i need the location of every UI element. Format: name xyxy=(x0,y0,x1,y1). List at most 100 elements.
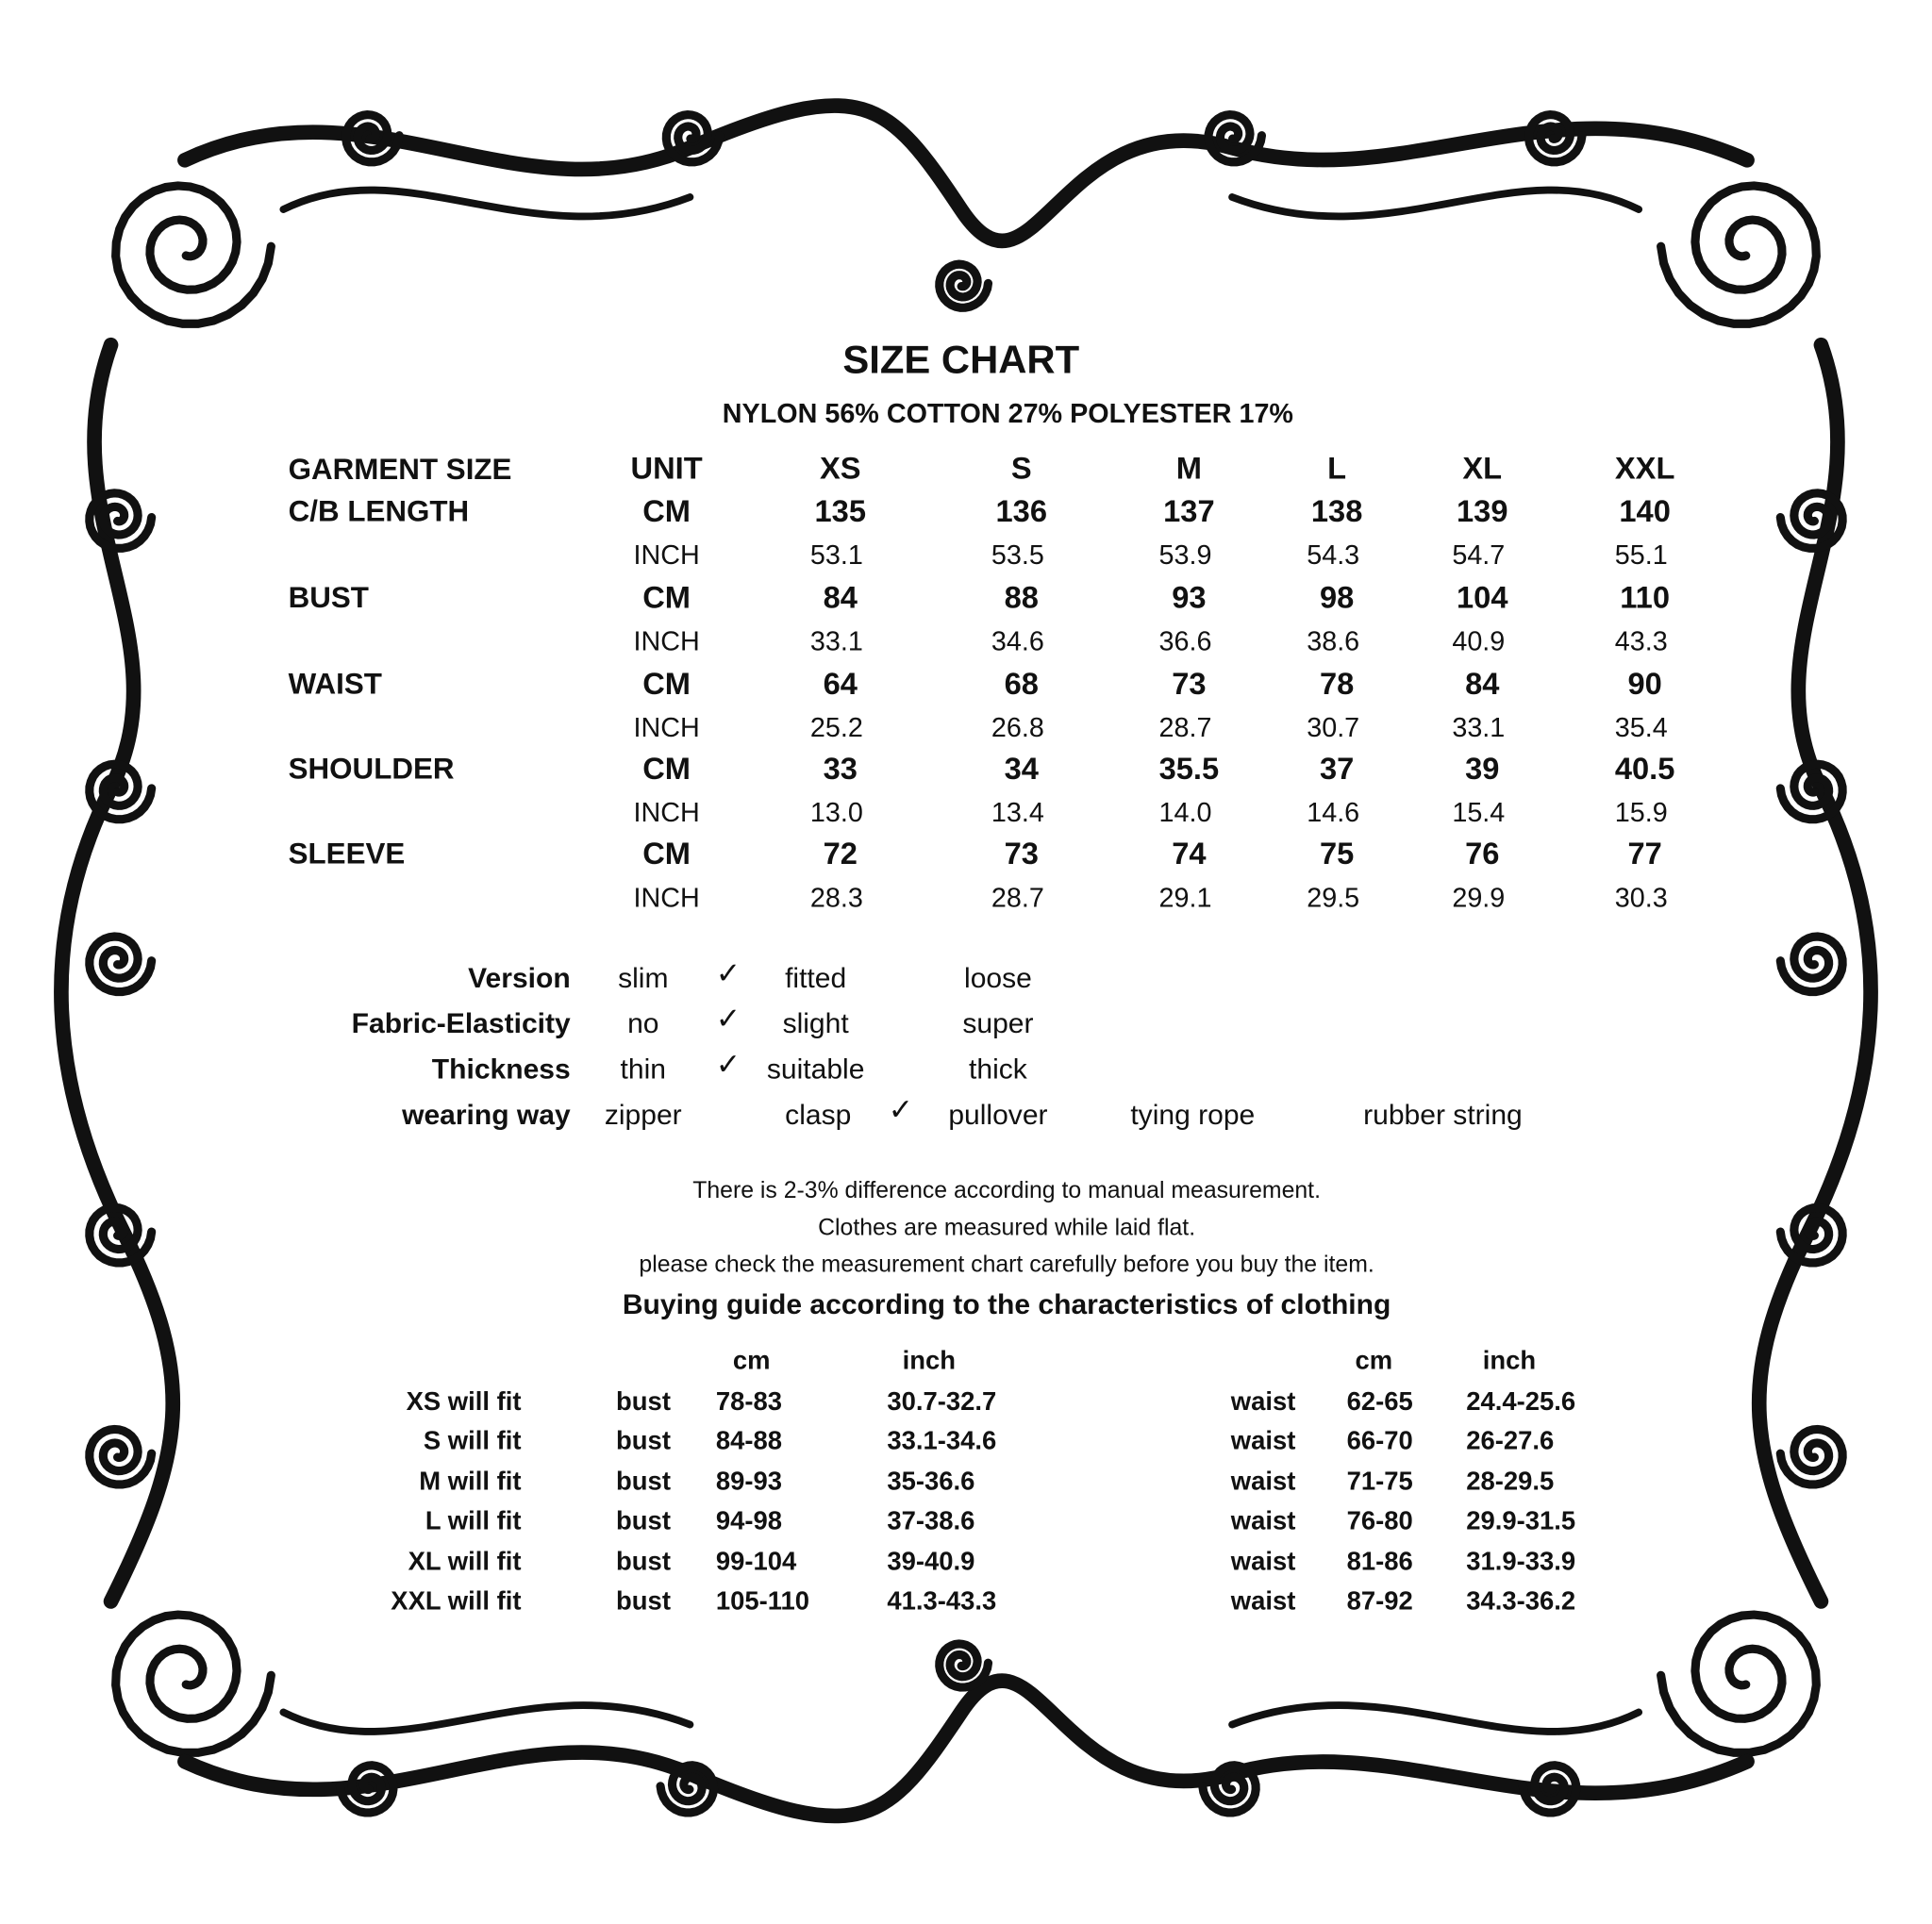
inch-value: 15.4 xyxy=(1452,797,1506,828)
cm-value: 136 xyxy=(995,494,1048,529)
border-swirl xyxy=(177,98,1755,249)
cm-value: 76 xyxy=(1465,837,1500,872)
inch-value: 53.5 xyxy=(991,539,1044,571)
unit-cm: CM xyxy=(642,837,691,872)
cm-value: 72 xyxy=(823,837,858,872)
cm-value: 90 xyxy=(1627,667,1662,702)
guide-size-label: S will fit xyxy=(423,1427,522,1456)
attribute-option: thin xyxy=(620,1053,667,1086)
cm-value: 73 xyxy=(1172,667,1207,702)
cm-value: 64 xyxy=(823,667,858,702)
bust-inch-header: inch xyxy=(902,1347,956,1376)
inch-value: 29.1 xyxy=(1158,882,1212,913)
guide-waist-label: waist xyxy=(1230,1548,1296,1577)
guide-bust-label: bust xyxy=(616,1387,671,1417)
inch-value: 33.1 xyxy=(809,625,863,657)
cm-value: 88 xyxy=(1004,580,1039,616)
guide-bust-label: bust xyxy=(616,1427,671,1456)
unit-cm: CM xyxy=(642,667,691,702)
border-swirl xyxy=(111,181,275,328)
unit-cm: CM xyxy=(642,580,691,616)
inch-value: 38.6 xyxy=(1307,625,1360,657)
guide-bust-cm: 99-104 xyxy=(715,1548,797,1577)
inch-value: 53.9 xyxy=(1158,539,1212,571)
row-label: SLEEVE xyxy=(288,838,406,871)
unit-inch: INCH xyxy=(633,711,700,743)
inch-value: 14.6 xyxy=(1307,797,1360,828)
border-swirl xyxy=(279,1701,694,1735)
attribute-option: super xyxy=(962,1006,1034,1039)
inch-value: 26.8 xyxy=(991,711,1044,743)
check-icon: ✓ xyxy=(715,1048,741,1082)
border-swirl xyxy=(1518,1761,1581,1817)
inch-value: 29.9 xyxy=(1452,882,1506,913)
guide-bust-inch: 39-40.9 xyxy=(887,1548,975,1577)
row-label: C/B LENGTH xyxy=(288,495,470,529)
attribute-option: no xyxy=(627,1006,659,1039)
header-unit: UNIT xyxy=(630,451,703,487)
border-swirl xyxy=(85,1424,157,1489)
border-swirl xyxy=(85,489,157,553)
attribute-label: Fabric-Elasticity xyxy=(351,1006,571,1039)
waist-cm-header: cm xyxy=(1355,1347,1393,1376)
guide-waist-inch: 28-29.5 xyxy=(1466,1468,1555,1497)
attribute-option: suitable xyxy=(766,1053,865,1086)
fabric-composition: NYLON 56% COTTON 27% POLYESTER 17% xyxy=(722,397,1293,429)
attribute-option: pullover xyxy=(948,1098,1048,1131)
cm-value: 78 xyxy=(1319,667,1355,702)
guide-waist-label: waist xyxy=(1230,1387,1296,1417)
guide-waist-inch: 29.9-31.5 xyxy=(1466,1507,1576,1536)
cm-value: 84 xyxy=(823,580,858,616)
border-swirl xyxy=(1775,759,1847,824)
border-swirl xyxy=(1524,109,1587,167)
inch-value: 28.3 xyxy=(809,882,863,913)
guide-waist-cm: 71-75 xyxy=(1346,1468,1413,1497)
cm-value: 93 xyxy=(1172,580,1207,616)
guide-waist-cm: 87-92 xyxy=(1346,1586,1413,1616)
attribute-option: clasp xyxy=(785,1098,852,1131)
border-swirl xyxy=(341,109,404,167)
attribute-option: zipper xyxy=(604,1098,682,1131)
attribute-option: tying rope xyxy=(1130,1098,1256,1131)
border-swirl xyxy=(85,932,157,997)
border-swirl xyxy=(935,1639,993,1692)
attribute-label: Thickness xyxy=(431,1053,571,1086)
header-size-s: S xyxy=(1010,451,1032,487)
border-swirl xyxy=(1228,186,1643,221)
guide-waist-inch: 34.3-36.2 xyxy=(1466,1586,1576,1616)
guide-bust-cm: 89-93 xyxy=(715,1468,783,1497)
border-swirl xyxy=(85,759,157,824)
guide-size-label: M will fit xyxy=(419,1468,522,1497)
cm-value: 138 xyxy=(1310,494,1363,529)
border-swirl xyxy=(1775,932,1847,997)
unit-inch: INCH xyxy=(633,625,700,657)
guide-bust-cm: 94-98 xyxy=(715,1507,783,1536)
row-label: SHOULDER xyxy=(288,753,455,787)
inch-value: 55.1 xyxy=(1614,539,1668,571)
attribute-label: wearing way xyxy=(402,1098,571,1131)
header-size-xxl: XXL xyxy=(1614,451,1675,487)
cm-value: 74 xyxy=(1172,837,1207,872)
inch-value: 33.1 xyxy=(1452,711,1506,743)
cm-value: 77 xyxy=(1627,837,1662,872)
guide-waist-label: waist xyxy=(1230,1427,1296,1456)
border-swirl xyxy=(335,1761,398,1817)
row-label: BUST xyxy=(288,581,369,615)
cm-value: 139 xyxy=(1456,494,1508,529)
border-swirl xyxy=(1228,1701,1643,1735)
unit-inch: INCH xyxy=(633,797,700,828)
border-swirl xyxy=(656,1761,719,1817)
inch-value: 40.9 xyxy=(1452,625,1506,657)
inch-value: 14.0 xyxy=(1158,797,1212,828)
cm-value: 39 xyxy=(1465,752,1500,787)
guide-waist-inch: 31.9-33.9 xyxy=(1466,1548,1576,1577)
unit-cm: CM xyxy=(642,752,691,787)
border-swirl xyxy=(1775,489,1847,553)
border-swirl xyxy=(177,1673,1755,1824)
inch-value: 13.0 xyxy=(809,797,863,828)
header-garment-size: GARMENT SIZE xyxy=(288,453,512,487)
measurement-note: please check the measurement chart caref… xyxy=(639,1252,1374,1279)
waist-inch-header: inch xyxy=(1482,1347,1537,1376)
